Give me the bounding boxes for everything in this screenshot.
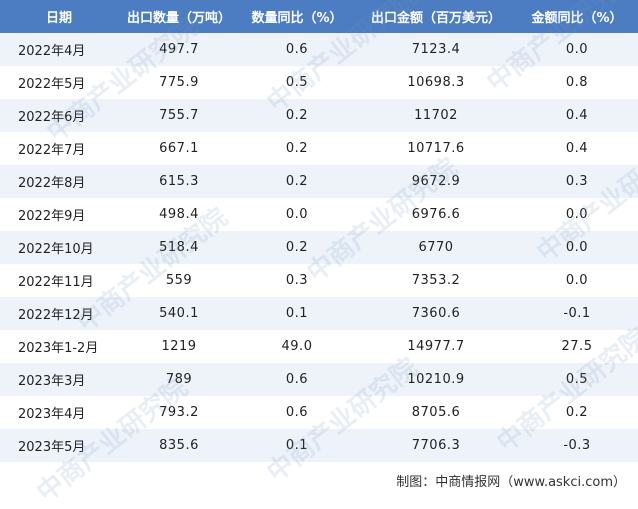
table-row: 2022年4月 497.7 0.6 7123.4 0.0 — [0, 33, 638, 66]
cell-value-yoy: 27.5 — [561, 339, 593, 354]
cell-export-volume: 518.4 — [159, 240, 199, 255]
cell-export-value: 7360.6 — [411, 306, 461, 321]
cell-export-value: 10717.6 — [407, 141, 465, 156]
cell-export-volume: 835.6 — [159, 438, 199, 453]
header-date: 日期 — [46, 11, 73, 26]
header-volume-yoy: 数量同比（%） — [251, 11, 343, 26]
cell-date: 2022年9月 — [18, 209, 86, 224]
cell-date: 2022年6月 — [18, 110, 86, 125]
cell-value-yoy: 0.4 — [565, 108, 589, 123]
cell-value-yoy: 0.0 — [565, 42, 589, 57]
table-row: 2023年1-2月 1219 49.0 14977.7 27.5 — [0, 330, 638, 363]
cell-export-value: 7353.2 — [411, 273, 461, 288]
cell-date: 2022年4月 — [18, 44, 86, 59]
table-row: 2022年7月 667.1 0.2 10717.6 0.4 — [0, 132, 638, 165]
cell-value-yoy: -0.3 — [563, 438, 591, 453]
cell-export-volume: 497.7 — [159, 42, 199, 57]
table-row: 2023年3月 789 0.6 10210.9 0.5 — [0, 363, 638, 396]
table-row: 2022年5月 775.9 0.5 10698.3 0.8 — [0, 66, 638, 99]
cell-date: 2022年7月 — [18, 143, 86, 158]
cell-volume-yoy: 0.0 — [285, 207, 309, 222]
header-row: 日期 出口数量（万吨） 数量同比（%） 出口金额（百万美元） 金额同比（%） — [0, 0, 638, 33]
cell-date: 2022年5月 — [18, 77, 86, 92]
cell-export-value: 6770 — [418, 240, 454, 255]
table-header: 日期 出口数量（万吨） 数量同比（%） 出口金额（百万美元） 金额同比（%） — [0, 0, 638, 33]
cell-export-volume: 789 — [165, 372, 193, 387]
cell-export-value: 8705.6 — [411, 405, 461, 420]
cell-volume-yoy: 0.5 — [285, 75, 309, 90]
cell-date: 2022年12月 — [18, 308, 94, 323]
cell-export-value: 10698.3 — [407, 75, 465, 90]
cell-volume-yoy: 0.6 — [285, 372, 309, 387]
cell-export-volume: 1219 — [161, 339, 197, 354]
cell-date: 2022年11月 — [18, 275, 94, 290]
cell-value-yoy: 0.0 — [565, 240, 589, 255]
table-row: 2022年9月 498.4 0.0 6976.6 0.0 — [0, 198, 638, 231]
table-row: 2023年5月 835.6 0.1 7706.3 -0.3 — [0, 429, 638, 462]
table-row: 2022年12月 540.1 0.1 7360.6 -0.1 — [0, 297, 638, 330]
table-row: 2022年11月 559 0.3 7353.2 0.0 — [0, 264, 638, 297]
cell-value-yoy: 0.4 — [565, 141, 589, 156]
table-row: 2022年10月 518.4 0.2 6770 0.0 — [0, 231, 638, 264]
cell-export-volume: 793.2 — [159, 405, 199, 420]
cell-export-value: 7123.4 — [411, 42, 461, 57]
cell-export-volume: 540.1 — [159, 306, 199, 321]
table-body: 2022年4月 497.7 0.6 7123.4 0.0 2022年5月 775.9 0.5 1… — [0, 33, 638, 462]
header-export-volume: 出口数量（万吨） — [126, 11, 231, 26]
table-row: 2022年6月 755.7 0.2 11702 0.4 — [0, 99, 638, 132]
cell-date: 2023年5月 — [18, 440, 86, 455]
chart-credit: 制图：中商情报网（www.askci.com） — [396, 475, 626, 490]
cell-volume-yoy: 0.3 — [285, 273, 309, 288]
cell-volume-yoy: 49.0 — [281, 339, 313, 354]
cell-volume-yoy: 0.1 — [285, 306, 309, 321]
cell-value-yoy: 0.5 — [565, 372, 589, 387]
cell-volume-yoy: 0.6 — [285, 42, 309, 57]
cell-date: 2022年8月 — [18, 176, 86, 191]
cell-export-volume: 775.9 — [159, 75, 199, 90]
cell-volume-yoy: 0.6 — [285, 405, 309, 420]
cell-export-value: 14977.7 — [407, 339, 465, 354]
cell-date: 2022年10月 — [18, 242, 94, 257]
cell-date: 2023年1-2月 — [18, 341, 99, 356]
cell-export-value: 7706.3 — [411, 438, 461, 453]
cell-volume-yoy: 0.2 — [285, 108, 309, 123]
cell-volume-yoy: 0.2 — [285, 174, 309, 189]
cell-volume-yoy: 0.1 — [285, 438, 309, 453]
table-row: 2022年8月 615.3 0.2 9672.9 0.3 — [0, 165, 638, 198]
cell-export-value: 10210.9 — [407, 372, 465, 387]
cell-value-yoy: -0.1 — [563, 306, 591, 321]
cell-export-value: 9672.9 — [411, 174, 461, 189]
footer: 制图：中商情报网（www.askci.com） — [0, 462, 638, 496]
export-table: 日期 出口数量（万吨） 数量同比（%） 出口金额（百万美元） 金额同比（%） 2… — [0, 0, 638, 462]
cell-value-yoy: 0.8 — [565, 75, 589, 90]
cell-value-yoy: 0.0 — [565, 207, 589, 222]
cell-volume-yoy: 0.2 — [285, 240, 309, 255]
header-export-value: 出口金额（百万美元） — [370, 11, 501, 26]
cell-export-volume: 498.4 — [159, 207, 199, 222]
header-value-yoy: 金额同比（%） — [531, 11, 623, 26]
cell-volume-yoy: 0.2 — [285, 141, 309, 156]
cell-export-volume: 615.3 — [159, 174, 199, 189]
table-row: 2023年4月 793.2 0.6 8705.6 0.2 — [0, 396, 638, 429]
cell-export-volume: 755.7 — [159, 108, 199, 123]
cell-date: 2023年3月 — [18, 374, 86, 389]
cell-export-volume: 559 — [165, 273, 193, 288]
cell-value-yoy: 0.2 — [565, 405, 589, 420]
cell-value-yoy: 0.0 — [565, 273, 589, 288]
cell-export-value: 11702 — [414, 108, 458, 123]
cell-value-yoy: 0.3 — [565, 174, 589, 189]
cell-export-volume: 667.1 — [159, 141, 199, 156]
cell-date: 2023年4月 — [18, 407, 86, 422]
cell-export-value: 6976.6 — [411, 207, 461, 222]
